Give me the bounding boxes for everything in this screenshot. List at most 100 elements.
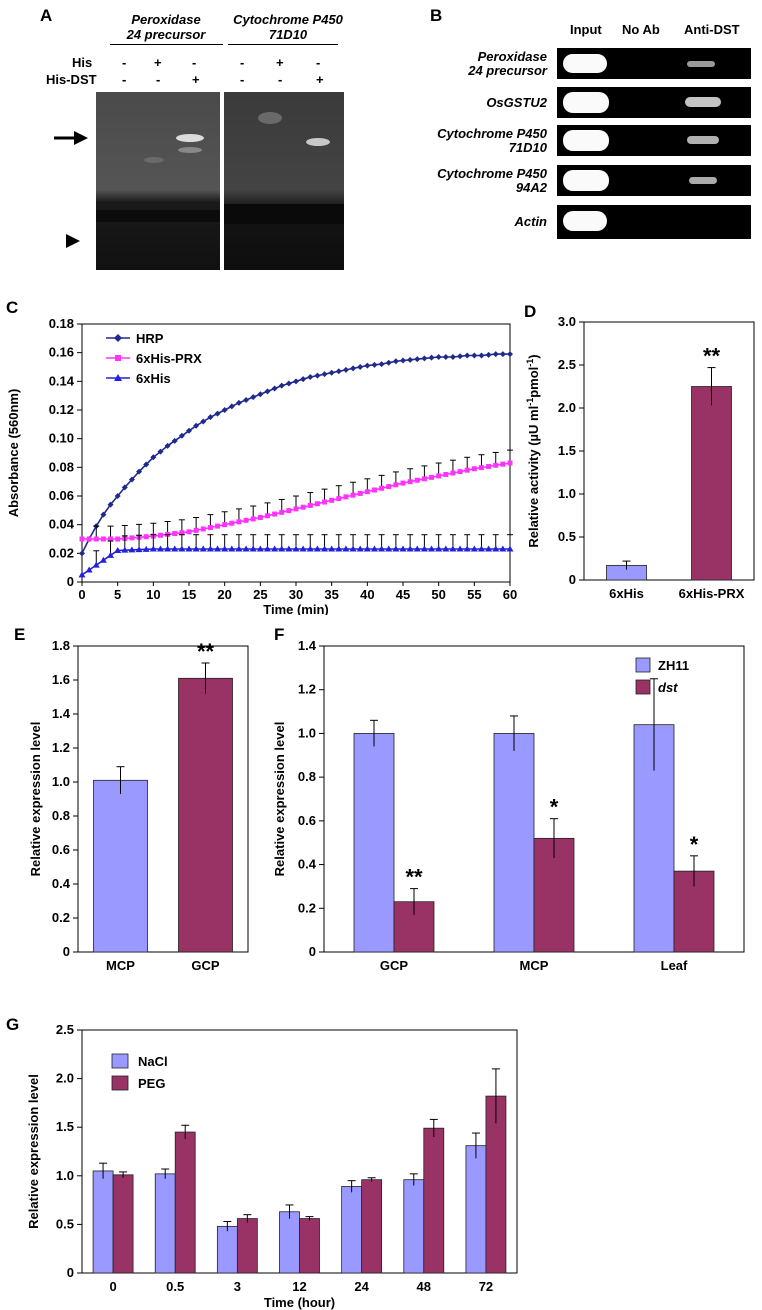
legend-marker: [114, 334, 122, 342]
data-point: [477, 545, 485, 552]
anti-dst-band: [687, 61, 715, 67]
data-point: [100, 536, 106, 542]
data-point: [107, 551, 115, 558]
data-point: [157, 448, 164, 455]
input-band: [563, 130, 609, 151]
data-point: [135, 546, 143, 553]
chart-d: 0 0.5 1.0 1.5 2.0 2.5 3.0 6xHis 6xHis-PRX ** Relat…: [525, 314, 755, 601]
y-tick-label: 1.0: [558, 486, 576, 501]
significance-mark: *: [550, 795, 559, 820]
data-point: [264, 388, 271, 395]
data-point: [306, 545, 314, 552]
data-point: [164, 545, 172, 552]
legend-label: PEG: [138, 1076, 165, 1091]
data-point: [328, 369, 335, 376]
x-tick-label: 20: [217, 587, 231, 602]
y-tick-label: 1.4: [52, 706, 71, 721]
data-point: [350, 365, 357, 372]
data-point: [257, 391, 264, 398]
data-point: [192, 545, 200, 552]
data-point: [250, 516, 256, 522]
data-point: [420, 545, 428, 552]
data-point: [371, 487, 377, 493]
x-tick-label: 3: [234, 1279, 241, 1294]
y-tick-label: 1.4: [298, 638, 317, 653]
data-point: [386, 484, 392, 490]
his-mark: -: [316, 55, 321, 70]
data-point: [121, 546, 129, 553]
legend-label: ZH11: [658, 658, 689, 673]
data-point: [256, 545, 264, 552]
data-point: [492, 545, 500, 552]
pcr-row-label-line2: 24 precursor: [468, 63, 547, 78]
input-band: [563, 170, 609, 191]
y-tick-label: 0: [63, 944, 70, 959]
x-tick-label: 0.5: [166, 1279, 184, 1294]
data-point: [186, 529, 192, 535]
y-tick-label: 0: [309, 944, 316, 959]
data-point: [222, 522, 228, 528]
data-point: [299, 545, 307, 552]
pcr-row-label-line1: OsGSTU2: [486, 95, 547, 110]
x-tick-label: 35: [324, 587, 338, 602]
data-point: [471, 466, 477, 472]
x-tick-label: 25: [253, 587, 267, 602]
data-point: [108, 536, 114, 542]
bar: [236, 1218, 258, 1274]
y-tick-label: 0.12: [49, 402, 74, 417]
pcr-row-label: Peroxidase 24 precursor: [347, 50, 547, 78]
data-point: [285, 380, 292, 387]
data-point: [392, 358, 399, 365]
data-point: [428, 354, 435, 361]
anti-dst-band: [689, 177, 717, 184]
y-tick-label: 0.14: [49, 373, 75, 388]
data-point: [436, 473, 442, 479]
data-point: [307, 374, 314, 381]
data-point: [442, 353, 449, 360]
y-tick-label: 1.8: [52, 638, 70, 653]
y-tick-label: 0.8: [298, 769, 316, 784]
data-point: [172, 531, 178, 537]
probe-2-line2: 71D10: [268, 27, 308, 42]
data-point: [478, 465, 484, 471]
pcr-gel-row: [557, 165, 751, 196]
bar: [361, 1179, 383, 1274]
x-tick-label: 6xHis-PRX: [679, 586, 745, 601]
data-point: [278, 545, 286, 552]
data-point: [278, 382, 285, 389]
data-point: [243, 517, 249, 523]
data-point: [393, 482, 399, 488]
data-point: [506, 545, 514, 552]
bar: [465, 1145, 487, 1274]
data-point: [199, 545, 207, 552]
y-tick-label: 0.06: [49, 488, 74, 503]
his-mark: +: [276, 55, 284, 70]
y-axis-label-superscript: -1: [525, 359, 535, 367]
data-point: [414, 356, 421, 363]
data-point: [214, 545, 222, 552]
y-axis-label-superscript: -1: [525, 398, 535, 406]
significance-mark: **: [703, 344, 721, 369]
panel-label-a: A: [40, 6, 53, 25]
free-probe-arrowhead-icon: [66, 234, 80, 248]
data-point: [364, 362, 371, 369]
data-point: [272, 511, 278, 517]
hisdst-mark: -: [122, 72, 127, 87]
bar: [299, 1218, 320, 1274]
hisdst-mark: -: [156, 72, 161, 87]
chart-g: 0 0.5 1.0 1.5 2.0 2.5 0 0.5 3 12 24 48 72 Relative ex…: [26, 1022, 518, 1310]
x-tick-label: GCP: [380, 958, 409, 973]
anti-dst-band: [685, 97, 721, 107]
data-point: [329, 497, 335, 503]
x-tick-label: 45: [396, 587, 410, 602]
data-point: [421, 476, 427, 482]
pcr-row-label: Cytochrome P450 71D10: [347, 127, 547, 155]
his-mark: -: [122, 55, 127, 70]
legend-marker: [114, 374, 122, 381]
data-point: [221, 545, 229, 552]
data-point: [292, 545, 300, 552]
bar: [341, 1186, 363, 1274]
legend-swatch: [635, 657, 651, 673]
panel-label-b: B: [430, 6, 443, 25]
bar: [112, 1174, 134, 1274]
